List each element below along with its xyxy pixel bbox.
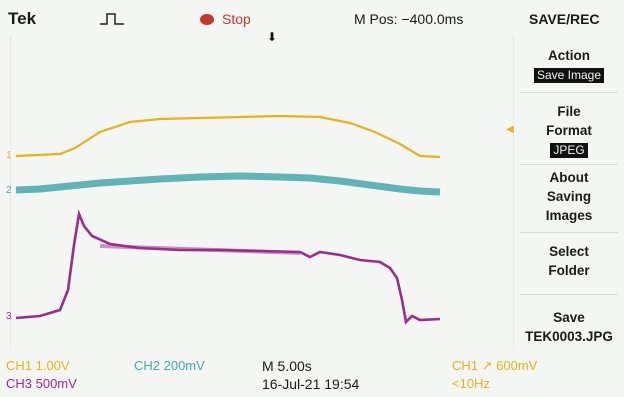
menu-divider xyxy=(520,294,618,295)
trigger-level-marker-icon: ◀ xyxy=(506,124,514,135)
trigger-position-marker-icon: ⬇ xyxy=(267,30,278,44)
about-saving-images-button[interactable]: About Saving Images xyxy=(514,168,624,225)
select-label-1: Select xyxy=(549,244,589,259)
status-bar: Tek Stop M Pos: −400.0ms SAVE/REC ⬇ xyxy=(0,0,624,44)
ch1-level-marker: 1 xyxy=(6,150,12,161)
save-label: Save xyxy=(553,310,585,325)
action-label: Action xyxy=(548,48,590,63)
trigger-setting: CH1 ↗ 600mV xyxy=(452,358,538,373)
ch3-level-marker: 3 xyxy=(6,311,12,322)
menu-divider xyxy=(520,92,618,93)
ch3-waveform xyxy=(15,209,441,325)
timebase: M 5.00s xyxy=(262,358,312,374)
about-label-2: Saving xyxy=(546,189,592,204)
action-button[interactable]: Action Save Image xyxy=(514,46,624,84)
side-menu: Action Save Image File Format JPEG About… xyxy=(514,36,624,352)
file-format-label-2: Format xyxy=(546,123,592,138)
waveform-display xyxy=(15,114,441,325)
horizontal-position: M Pos: −400.0ms xyxy=(354,11,464,27)
trigger-frequency: <10Hz xyxy=(452,376,490,391)
about-label-3: Images xyxy=(545,208,593,223)
ch3-scale: CH3 500mV xyxy=(6,376,77,391)
file-format-label-1: File xyxy=(557,104,581,119)
ch2-scale: CH2 200mV xyxy=(134,358,205,373)
select-label-2: Folder xyxy=(548,263,590,278)
stop-indicator-icon xyxy=(200,14,214,25)
date-time: 16-Jul-21 19:54 xyxy=(262,376,360,392)
ch2-level-marker: 2 xyxy=(6,185,12,196)
run-state: Stop xyxy=(222,11,251,27)
pulse-trigger-icon xyxy=(100,13,124,25)
ch2-waveform xyxy=(15,172,441,196)
file-format-button[interactable]: File Format JPEG xyxy=(514,102,624,159)
ch3-noise-band xyxy=(99,244,301,255)
menu-divider xyxy=(520,164,618,165)
about-label-1: About xyxy=(549,170,589,185)
ch1-waveform xyxy=(15,114,441,159)
select-folder-button[interactable]: Select Folder xyxy=(514,242,624,280)
save-button[interactable]: Save TEK0003.JPG xyxy=(514,308,624,346)
graticule xyxy=(10,36,514,348)
menu-divider xyxy=(520,232,618,233)
save-filename: TEK0003.JPG xyxy=(525,329,613,344)
file-format-value: JPEG xyxy=(550,143,588,158)
ch1-scale: CH1 1.00V xyxy=(6,358,70,373)
action-value: Save Image xyxy=(533,68,605,83)
menu-title: SAVE/REC xyxy=(529,11,600,27)
brand-logo: Tek xyxy=(8,9,37,28)
